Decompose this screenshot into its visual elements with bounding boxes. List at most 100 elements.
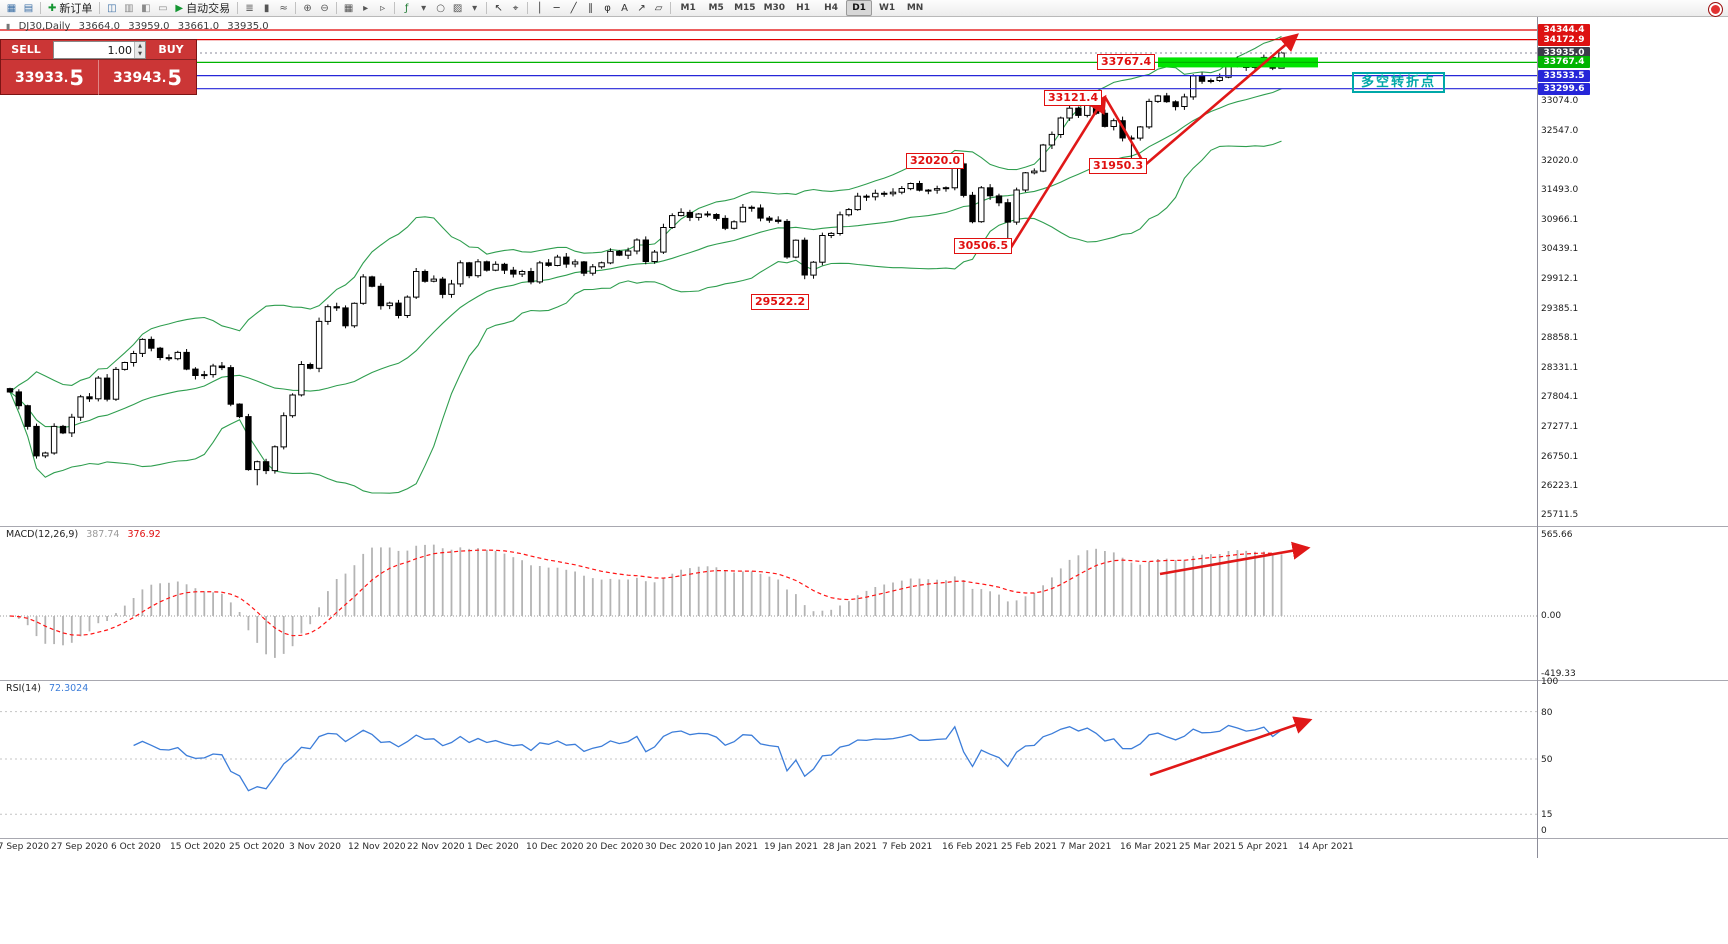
sell-price-dot: . (63, 71, 69, 85)
text-tool-icon[interactable]: A (621, 2, 629, 14)
macd-canvas[interactable] (0, 526, 1537, 680)
timeline-date: 25 Oct 2020 (229, 842, 285, 852)
new-order-button-label: 新订单 (59, 2, 93, 15)
auto-scroll-icon[interactable]: ▸ (363, 2, 369, 14)
tile-windows-icon[interactable]: ▦ (343, 2, 354, 14)
timeline-date: 1 Dec 2020 (467, 842, 519, 852)
timeframe-M30[interactable]: M30 (763, 3, 786, 13)
price-axis-label: 30439.1 (1541, 244, 1579, 254)
timeline-date: 17 Sep 2020 (0, 842, 50, 852)
pane-separator[interactable] (0, 680, 1728, 681)
buy-button[interactable]: BUY (158, 43, 184, 56)
turning-point-note[interactable]: 多空转折点 (1352, 72, 1446, 93)
chart-symbol-label: DJ30,Daily (18, 21, 71, 32)
rsi-canvas[interactable] (0, 680, 1537, 838)
timeframe-D1[interactable]: D1 (846, 0, 873, 16)
shapes-icon[interactable]: ▱ (654, 2, 663, 14)
ohlc-low: 33661.0 (177, 21, 220, 32)
price-axis-label: 32547.0 (1541, 126, 1579, 136)
price-axis-label: 25711.5 (1541, 510, 1579, 520)
indicators-icon[interactable]: ƒ (404, 2, 409, 14)
navigator-icon[interactable]: ◧ (141, 2, 151, 14)
rsi-axis-label: 100 (1541, 677, 1559, 687)
macd-axis-label: -419.33 (1541, 669, 1576, 679)
templates-icon[interactable]: ▨ (452, 2, 463, 14)
price-callout[interactable]: 32020.0 (906, 153, 965, 169)
zoom-out-icon[interactable]: ⊖ (320, 2, 329, 14)
templates-dropdown-icon[interactable]: ▾ (472, 2, 478, 14)
price-axis-badge: 34172.9 (1538, 34, 1590, 46)
crosshair-icon[interactable]: ⌖ (512, 2, 519, 14)
toolbar-separator (670, 2, 672, 14)
timeline-date: 7 Feb 2021 (882, 842, 933, 852)
timeframe-H4[interactable]: H4 (824, 3, 838, 13)
chart-list-icon[interactable]: ▤ (23, 2, 34, 14)
timeframe-M5[interactable]: M5 (708, 3, 724, 13)
horizontal-line-icon[interactable]: ─ (553, 2, 560, 14)
volume-up-icon[interactable]: ▲ (134, 42, 145, 50)
price-axis-label: 27277.1 (1541, 422, 1579, 432)
cursor-icon[interactable]: ↖ (494, 2, 503, 14)
timeline-date: 25 Mar 2021 (1179, 842, 1237, 852)
data-window-icon[interactable]: ▥ (124, 2, 134, 14)
line-chart-mode-icon[interactable]: ≈ (279, 2, 288, 14)
price-callout[interactable]: 31950.3 (1089, 158, 1148, 174)
price-axis-badge: 34344.4 (1538, 24, 1590, 36)
chart-shift-icon[interactable]: ▹ (380, 2, 386, 14)
price-axis-separator (1537, 17, 1538, 858)
bar-chart-mode-icon[interactable]: ≣ (245, 2, 254, 14)
candlestick-mode-icon[interactable]: ▮ (263, 2, 270, 14)
rsi-axis-label: 80 (1541, 708, 1553, 718)
zoom-in-icon[interactable]: ⊕ (303, 2, 312, 14)
timeline-date: 15 Oct 2020 (170, 842, 226, 852)
toolbar-separator (394, 2, 396, 14)
new-chart-icon[interactable]: ▦ (6, 2, 17, 14)
timeline-date: 14 Apr 2021 (1298, 842, 1354, 852)
sell-button[interactable]: SELL (11, 43, 41, 56)
market-watch-icon[interactable]: ◫ (107, 2, 117, 14)
macd-axis-label: 0.00 (1541, 611, 1562, 621)
new-order-button[interactable]: ✚ 新订单 (44, 1, 96, 16)
timeframe-W1[interactable]: W1 (878, 3, 896, 13)
vertical-line-icon[interactable]: │ (536, 2, 543, 14)
volume-down-icon[interactable]: ▼ (134, 50, 145, 58)
price-callout[interactable]: 29522.2 (751, 294, 810, 310)
price-callout[interactable]: 33767.4 (1097, 54, 1156, 70)
timeframe-M15[interactable]: M15 (734, 3, 756, 13)
volume-input[interactable] (54, 43, 134, 57)
sell-price-button[interactable]: 33933. 5 (1, 60, 99, 96)
main-chart-canvas[interactable] (0, 17, 1537, 526)
ohlc-close: 33935.0 (227, 21, 269, 32)
timeline-date: 6 Oct 2020 (111, 842, 161, 852)
toolbar-separator (527, 2, 529, 14)
timeframe-H1[interactable]: H1 (796, 3, 810, 13)
buy-price-button[interactable]: 33943. 5 (99, 60, 196, 96)
timeframe-MN[interactable]: MN (906, 3, 924, 13)
autotrading-icon: ▶ (175, 2, 184, 14)
autotrading-button[interactable]: ▶ 自动交易 (171, 1, 234, 16)
timeline-date: 5 Apr 2021 (1238, 842, 1288, 852)
sell-price: 33933 (15, 70, 64, 86)
periods-icon[interactable]: ○ (436, 2, 445, 14)
indicators-dropdown-icon[interactable]: ▾ (421, 2, 427, 14)
timeframe-M1[interactable]: M1 (680, 3, 696, 13)
macd-name: MACD(12,26,9) (6, 529, 79, 540)
timeline-date: 16 Feb 2021 (942, 842, 999, 852)
price-callout[interactable]: 30506.5 (954, 238, 1013, 254)
new-order-icon: ✚ (48, 2, 57, 14)
price-axis-label: 29912.1 (1541, 274, 1579, 284)
price-callout[interactable]: 33121.4 (1044, 90, 1103, 106)
buy-price-dot: . (161, 71, 167, 85)
toolbar-separator (486, 2, 488, 14)
record-badge-icon[interactable] (1708, 2, 1723, 17)
price-axis-label: 29385.1 (1541, 304, 1579, 314)
pane-separator[interactable] (0, 526, 1728, 527)
trendline-icon[interactable]: ╱ (570, 2, 577, 14)
fibonacci-icon[interactable]: φ (604, 2, 611, 14)
timeline-date: 30 Dec 2020 (645, 842, 703, 852)
arrow-tool-icon[interactable]: ↗ (637, 2, 646, 14)
terminal-icon[interactable]: ▭ (158, 2, 168, 14)
timeline-date: 22 Nov 2020 (407, 842, 465, 852)
channel-icon[interactable]: ∥ (588, 2, 594, 14)
